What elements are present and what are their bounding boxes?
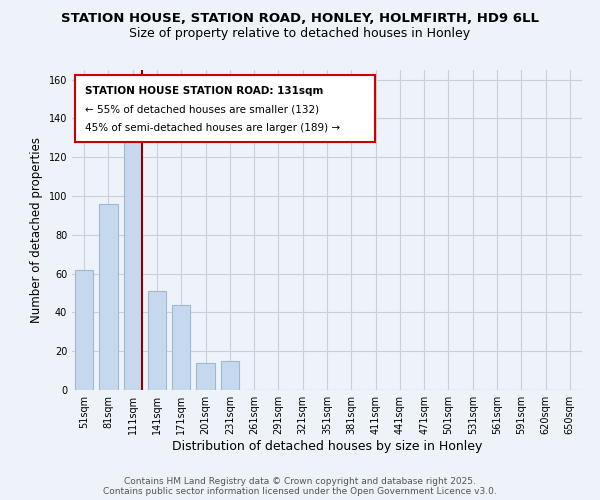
Bar — [124, 136, 142, 390]
Text: STATION HOUSE, STATION ROAD, HONLEY, HOLMFIRTH, HD9 6LL: STATION HOUSE, STATION ROAD, HONLEY, HOL… — [61, 12, 539, 26]
Text: STATION HOUSE STATION ROAD: 131sqm: STATION HOUSE STATION ROAD: 131sqm — [85, 86, 323, 96]
Bar — [221, 361, 239, 390]
Text: ← 55% of detached houses are smaller (132): ← 55% of detached houses are smaller (13… — [85, 104, 319, 115]
Text: Contains HM Land Registry data © Crown copyright and database right 2025.: Contains HM Land Registry data © Crown c… — [124, 478, 476, 486]
FancyBboxPatch shape — [74, 75, 376, 142]
Bar — [148, 291, 166, 390]
Bar — [75, 270, 93, 390]
Bar — [100, 204, 118, 390]
X-axis label: Distribution of detached houses by size in Honley: Distribution of detached houses by size … — [172, 440, 482, 452]
Text: 45% of semi-detached houses are larger (189) →: 45% of semi-detached houses are larger (… — [85, 122, 340, 132]
Bar — [172, 304, 190, 390]
Text: Contains public sector information licensed under the Open Government Licence v3: Contains public sector information licen… — [103, 487, 497, 496]
Text: Size of property relative to detached houses in Honley: Size of property relative to detached ho… — [130, 28, 470, 40]
Bar — [196, 363, 215, 390]
Y-axis label: Number of detached properties: Number of detached properties — [30, 137, 43, 323]
